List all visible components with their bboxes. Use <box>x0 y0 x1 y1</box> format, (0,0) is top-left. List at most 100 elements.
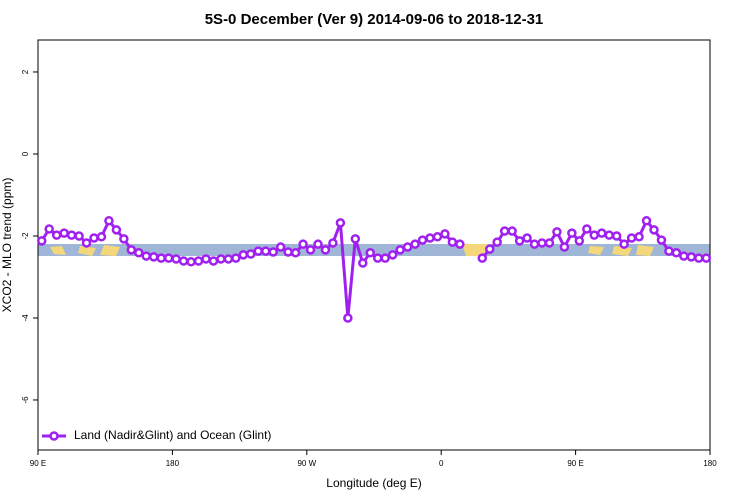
point <box>343 313 353 323</box>
point <box>410 239 420 249</box>
point <box>36 236 47 246</box>
point <box>335 218 346 228</box>
point <box>156 253 166 263</box>
point <box>649 225 659 235</box>
point <box>507 226 517 236</box>
x-tick-label: 180 <box>703 459 717 468</box>
y-tick-label: 0 <box>21 151 30 156</box>
point <box>283 247 293 257</box>
y-axis-label: XCO2 - MLO trend (ppm) <box>0 178 14 313</box>
point <box>552 227 562 237</box>
point <box>171 254 181 264</box>
point <box>604 230 614 240</box>
point <box>148 252 159 262</box>
x-tick-label: 90 W <box>297 459 316 468</box>
legend-marker <box>49 431 59 441</box>
point <box>559 242 570 252</box>
point <box>671 248 682 258</box>
point <box>253 246 264 256</box>
point <box>514 236 525 246</box>
point <box>320 245 331 255</box>
x-tick-label: 180 <box>166 459 180 468</box>
plot-frame <box>37 39 711 451</box>
y-tick-label: -6 <box>21 396 30 404</box>
point <box>425 233 435 243</box>
point <box>178 256 189 266</box>
point <box>455 239 465 249</box>
point <box>634 232 644 242</box>
x-tick-label: 90 E <box>30 459 46 468</box>
point <box>522 233 532 243</box>
point <box>380 253 390 263</box>
point <box>589 230 600 240</box>
x-axis-label: Longitude (deg E) <box>326 476 421 490</box>
point <box>223 254 234 264</box>
point <box>268 247 278 257</box>
point <box>305 245 316 255</box>
point <box>104 216 114 226</box>
point <box>701 253 712 263</box>
point <box>641 216 652 226</box>
point <box>298 239 308 249</box>
point <box>484 244 495 254</box>
point <box>141 251 152 261</box>
point <box>582 224 592 234</box>
point <box>417 235 428 245</box>
point <box>126 245 137 255</box>
point <box>238 250 249 260</box>
point <box>529 239 540 249</box>
point <box>447 237 458 247</box>
point <box>537 238 547 248</box>
y-tick-label: -4 <box>21 314 30 322</box>
point <box>260 246 271 256</box>
point <box>492 237 502 247</box>
point <box>51 230 62 240</box>
point <box>193 256 204 266</box>
point <box>66 230 77 240</box>
point <box>432 232 443 242</box>
point <box>208 256 219 266</box>
point <box>440 229 450 239</box>
point <box>679 251 689 261</box>
point <box>119 234 129 244</box>
point <box>313 239 323 249</box>
point <box>372 253 383 263</box>
point <box>477 253 488 263</box>
point <box>186 257 196 267</box>
point <box>619 239 629 249</box>
point <box>350 234 361 244</box>
point <box>402 242 413 252</box>
y-tick-label: 2 <box>21 69 30 74</box>
point <box>656 235 667 245</box>
point <box>134 248 144 258</box>
legend-label: Land (Nadir&Glint) and Ocean (Glint) <box>74 428 271 442</box>
point <box>365 248 376 258</box>
point <box>358 258 368 268</box>
y-tick-label: -2 <box>21 232 30 240</box>
point <box>567 228 577 238</box>
point <box>328 238 338 248</box>
point <box>686 252 697 262</box>
point <box>544 238 555 248</box>
point <box>81 238 92 248</box>
point <box>111 225 122 235</box>
point <box>96 232 107 242</box>
point <box>216 254 226 264</box>
chart-title: 5S-0 December (Ver 9) 2014-09-06 to 2018… <box>205 11 544 28</box>
point <box>611 231 622 241</box>
point <box>574 236 585 246</box>
point <box>44 224 54 234</box>
point <box>499 226 510 236</box>
point <box>59 228 69 238</box>
point <box>596 228 607 238</box>
x-tick-label: 90 E <box>567 459 583 468</box>
point <box>89 233 99 243</box>
point <box>163 253 174 263</box>
point <box>231 253 241 263</box>
point <box>201 254 211 264</box>
x-tick-label: 0 <box>439 459 444 468</box>
point <box>387 250 398 260</box>
point <box>694 253 704 263</box>
point <box>275 242 286 252</box>
